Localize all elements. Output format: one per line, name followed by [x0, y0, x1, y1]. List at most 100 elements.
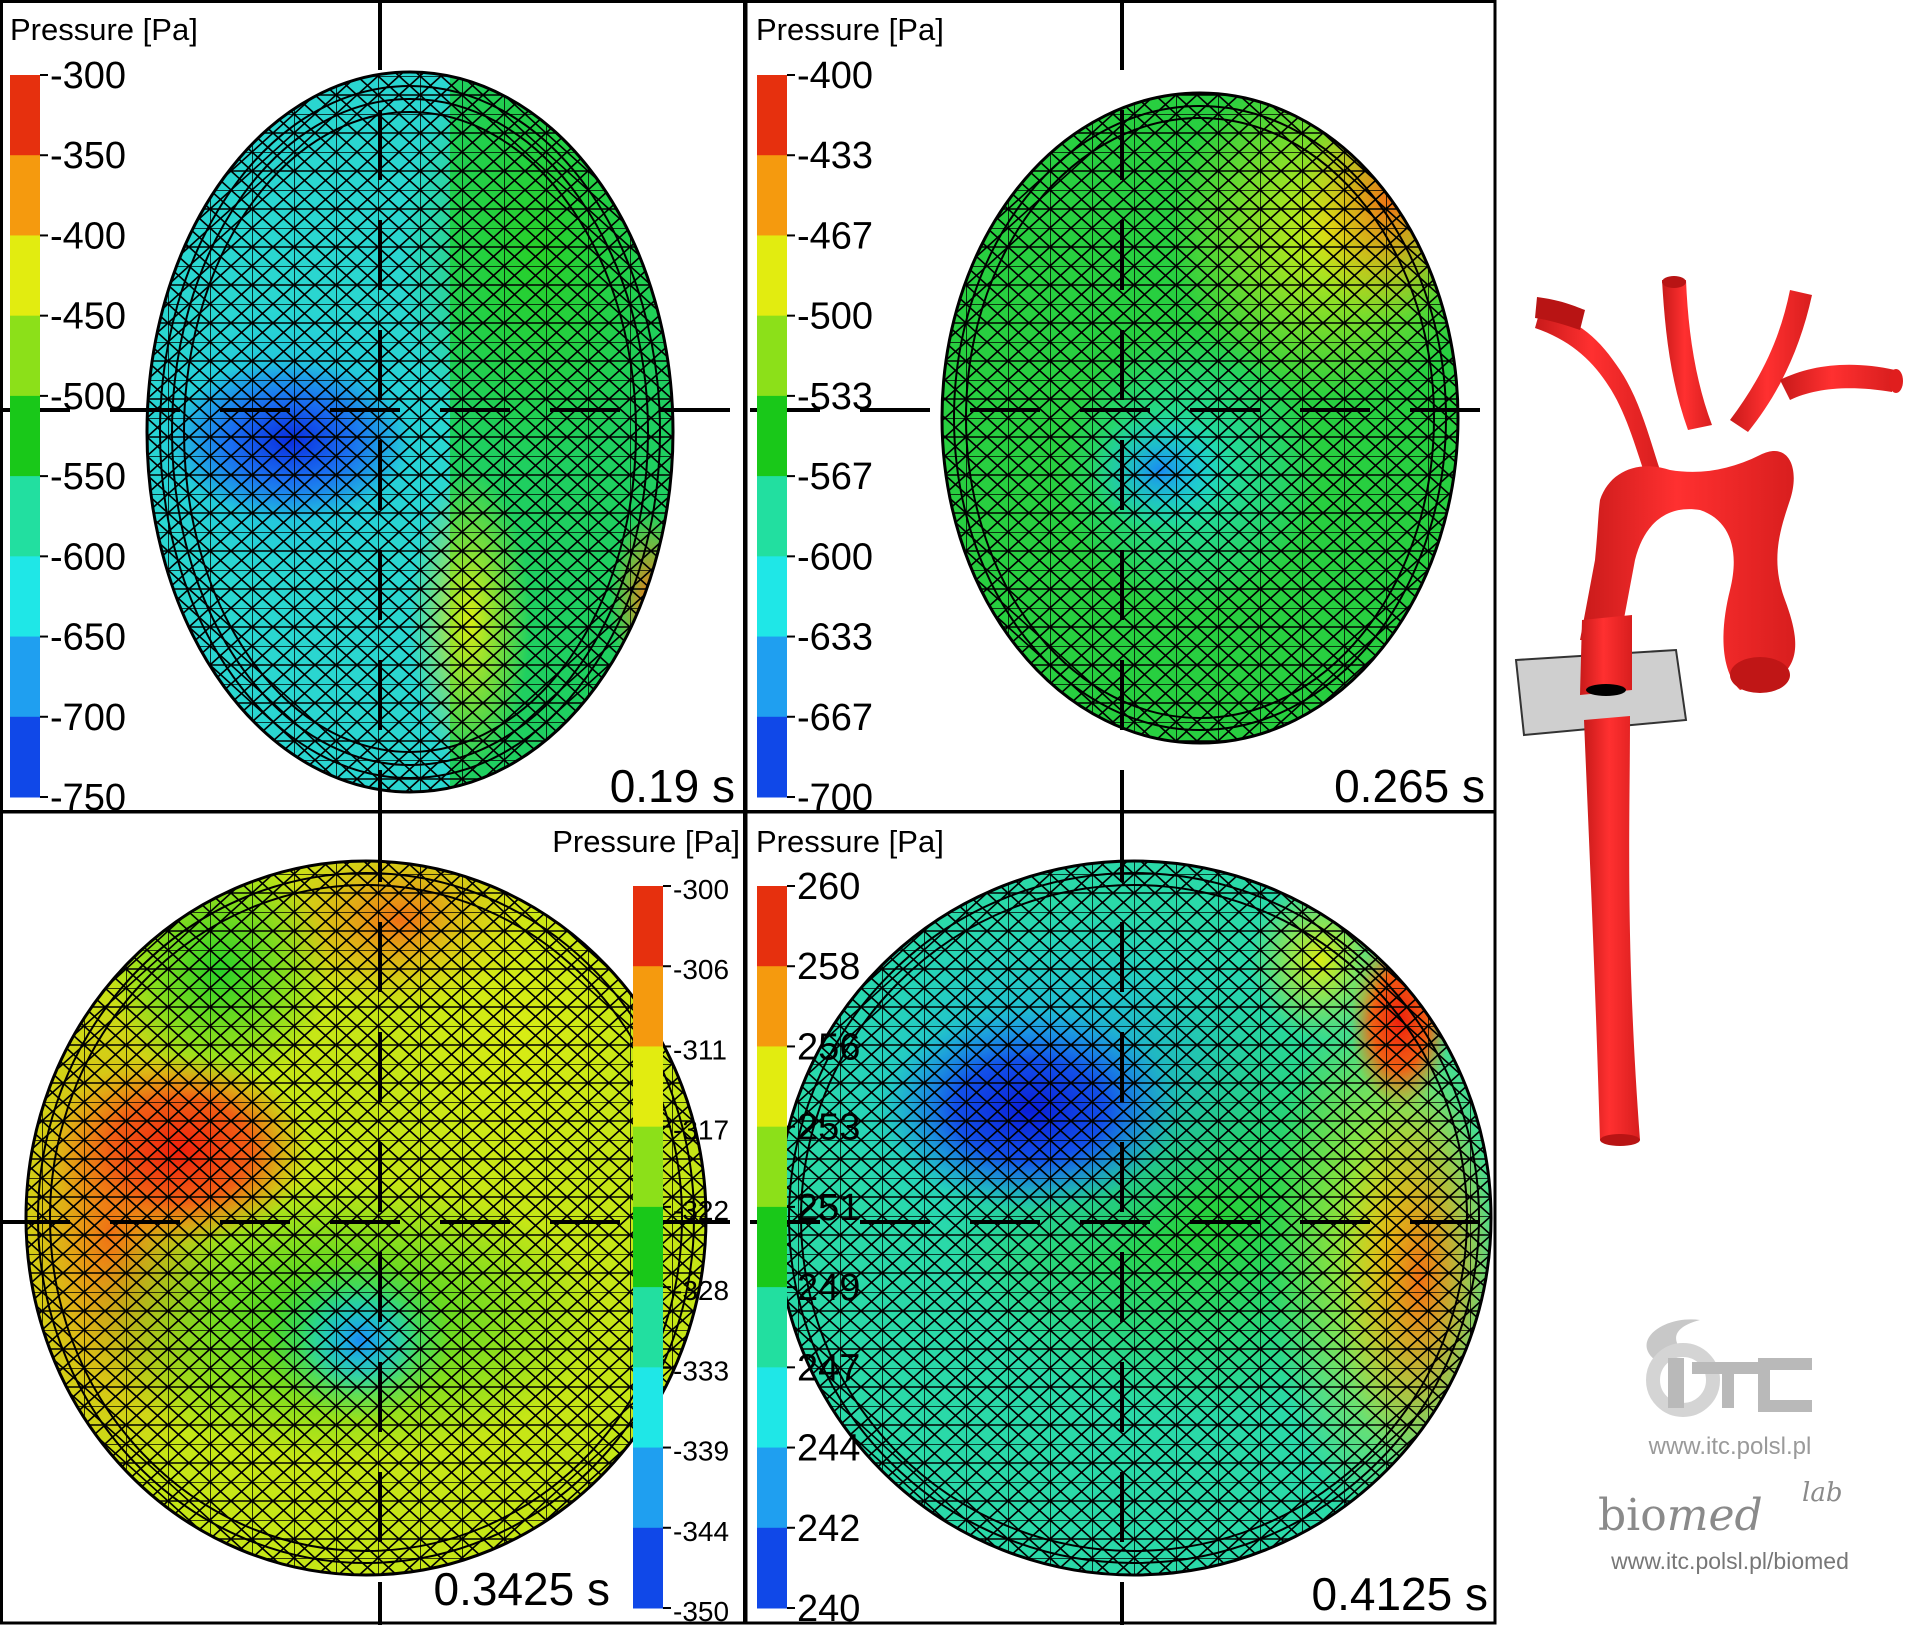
pressure-map-top-left — [145, 70, 675, 794]
colorbar-tick-label: -700 — [50, 697, 126, 739]
colorbar-segment — [633, 966, 663, 1047]
colorbar-segment — [757, 1046, 787, 1128]
colorbar-segment — [10, 315, 40, 397]
colorbar-segment — [757, 636, 787, 718]
colorbar-segment — [633, 1527, 663, 1609]
itc-logo-icon — [1646, 1319, 1812, 1417]
colorbar-title-top-right: Pressure [Pa] — [756, 12, 944, 47]
colorbar-segment — [10, 395, 40, 477]
colorbar-segment — [757, 75, 787, 156]
colorbar-tick-label: -533 — [797, 376, 873, 418]
colorbar-tick-label: 251 — [797, 1187, 860, 1229]
colorbar-tick-label: 260 — [797, 866, 860, 908]
colorbar-segment — [757, 966, 787, 1047]
colorbar-segment — [757, 315, 787, 397]
pressure-map-bottom-right — [775, 859, 1493, 1577]
colorbar-segment — [757, 395, 787, 477]
itc-url: www.itc.polsl.pl — [1648, 1433, 1812, 1460]
colorbar-tick-label: -650 — [50, 617, 126, 659]
biomed-med: med — [1666, 1490, 1763, 1541]
colorbar-bottom-right: 260 258 256 253 251 249 247 244 242 240 — [757, 866, 860, 1625]
colorbar-title-bottom-right: Pressure [Pa] — [756, 824, 944, 859]
colorbar-segment — [10, 716, 40, 798]
colorbar-tick-label: -306 — [673, 954, 729, 985]
colorbar-tick-label: -400 — [797, 55, 873, 97]
pressure-map-top-right — [940, 91, 1460, 745]
colorbar-segment — [757, 1206, 787, 1288]
time-label-bottom-left: 0.3425 s — [434, 1563, 610, 1615]
colorbar-tick-label: -350 — [673, 1596, 729, 1625]
colorbar-tick-label: 240 — [797, 1588, 860, 1625]
colorbar-tick-label: 244 — [797, 1428, 860, 1470]
colorbar-segment — [757, 556, 787, 638]
colorbar-segment — [633, 1447, 663, 1529]
colorbar-segment — [633, 886, 663, 967]
colorbar-tick-label: -450 — [50, 296, 126, 338]
colorbar-tick-label: -600 — [797, 536, 873, 578]
colorbar-segment — [757, 155, 787, 236]
colorbar-tick-label: -322 — [673, 1195, 729, 1226]
aorta-model-icon — [1514, 276, 1903, 1146]
colorbar-segment — [757, 1527, 787, 1609]
colorbar-bottom-left: -300 -306 -311 -317 -322 -328 -333 -339 -344 -350 — [633, 874, 729, 1625]
colorbar-tick-label: -300 — [673, 874, 729, 905]
colorbar-tick-label: -339 — [673, 1436, 729, 1467]
colorbar-tick-label: 256 — [797, 1026, 860, 1068]
colorbar-segment — [10, 75, 40, 156]
colorbar-tick-label: 258 — [797, 946, 860, 988]
time-label-top-right: 0.265 s — [1334, 760, 1485, 812]
colorbar-segment — [633, 1287, 663, 1368]
colorbar-tick-label: -333 — [673, 1355, 729, 1386]
colorbar-segment — [757, 1126, 787, 1208]
colorbar-tick-label: 242 — [797, 1508, 860, 1550]
biomed-lab: lab — [1802, 1478, 1843, 1508]
colorbar-segment — [10, 556, 40, 638]
colorbar-tick-label: -328 — [673, 1275, 729, 1306]
colorbar-top-right: -400 -433 -467 -500 -533 -567 -600 -633 -667 -700 — [757, 55, 873, 819]
colorbar-segment — [633, 1367, 663, 1449]
colorbar-segment — [757, 235, 787, 317]
colorbar-segment — [757, 1367, 787, 1449]
colorbar-tick-label: -300 — [50, 55, 126, 97]
colorbar-tick-label: -550 — [50, 456, 126, 498]
colorbar-segment — [633, 1126, 663, 1208]
colorbar-title-top-left: Pressure [Pa] — [10, 12, 198, 47]
biomed-logo-icon: biomed — [1598, 1490, 1763, 1541]
pressure-map-bottom-left — [24, 859, 708, 1577]
colorbar-segment — [10, 235, 40, 317]
colorbar-tick-label: -633 — [797, 617, 873, 659]
time-label-top-left: 0.19 s — [610, 760, 735, 812]
colorbar-title-bottom-left: Pressure [Pa] — [552, 824, 740, 859]
colorbar-tick-label: 247 — [797, 1347, 860, 1389]
colorbar-tick-label: 249 — [797, 1267, 860, 1309]
colorbar-segment — [10, 155, 40, 236]
colorbar-segment — [757, 1287, 787, 1368]
colorbar-segment — [757, 886, 787, 967]
colorbar-tick-label: -400 — [50, 215, 126, 257]
colorbar-tick-label: -667 — [797, 697, 873, 739]
colorbar-segment — [10, 476, 40, 557]
crosshair-lines — [0, 0, 1495, 1625]
biomed-bio: bio — [1598, 1490, 1667, 1541]
colorbar-segment — [633, 1046, 663, 1128]
colorbar-segment — [757, 716, 787, 798]
colorbar-segment — [757, 1447, 787, 1529]
colorbar-tick-label: -600 — [50, 536, 126, 578]
colorbar-segment — [757, 476, 787, 557]
colorbar-tick-label: -433 — [797, 135, 873, 177]
colorbar-tick-label: -317 — [673, 1115, 729, 1146]
time-label-bottom-right: 0.4125 s — [1312, 1568, 1488, 1620]
colorbar-segment — [10, 636, 40, 718]
colorbar-tick-label: -344 — [673, 1516, 729, 1547]
colorbar-tick-label: -750 — [50, 777, 126, 819]
colorbar-tick-label: -567 — [797, 456, 873, 498]
colorbar-tick-label: -500 — [797, 296, 873, 338]
colorbar-tick-label: -467 — [797, 215, 873, 257]
colorbar-tick-label: -311 — [673, 1034, 727, 1065]
colorbar-tick-label: 253 — [797, 1107, 860, 1149]
biomed-url: www.itc.polsl.pl/biomed — [1611, 1548, 1849, 1574]
colorbar-tick-label: -500 — [50, 376, 126, 418]
colorbar-segment — [633, 1206, 663, 1288]
colorbar-top-left: -300 -350 -400 -450 -500 -550 -600 -650 -700 -750 — [10, 55, 126, 819]
